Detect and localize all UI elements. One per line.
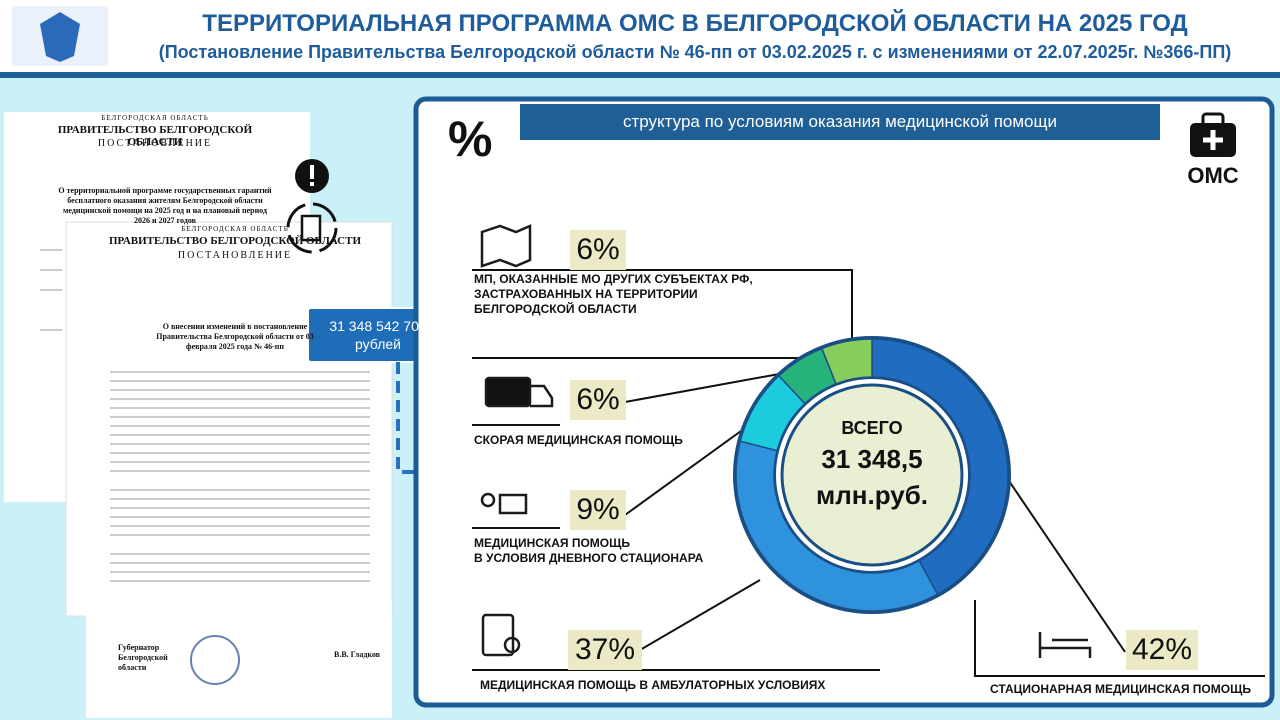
header-subtitle: (Постановление Правительства Белгородско… <box>158 42 1232 62</box>
category-label: МЕДИЦИНСКАЯ ПОМОЩЬ В АМБУЛАТОРНЫХ УСЛОВИ… <box>480 678 826 692</box>
document-2 <box>65 221 393 617</box>
connector-lines <box>472 269 1265 677</box>
medkit-cross <box>1203 130 1223 150</box>
category-label: МП, ОКАЗАННЫЕ МО ДРУГИХ СУБЪЕКТАХ РФ, ЗА… <box>474 272 753 316</box>
doc-title: О внесении изменений в постановление Пра… <box>156 322 314 351</box>
category-label: СТАЦИОНАРНАЯ МЕДИЦИНСКАЯ ПОМОЩЬ <box>990 682 1251 696</box>
chart-title: структура по условиям оказания медицинск… <box>623 112 1057 131</box>
donut-slice <box>820 338 873 385</box>
category-icons <box>480 224 1092 658</box>
header-title: ТЕРРИТОРИАЛЬНАЯ ПРОГРАММА ОМС В БЕЛГОРОД… <box>202 10 1188 37</box>
donut-center <box>780 383 964 567</box>
doc-signer: В.В. Гладков <box>333 650 381 659</box>
donut-slice <box>735 440 939 612</box>
stamp <box>190 635 240 685</box>
panel-title-band <box>520 104 1160 140</box>
badge: ОМС <box>1187 163 1239 188</box>
center-label: ВСЕГО <box>841 418 903 438</box>
category-label: СКОРАЯ МЕДИЦИНСКАЯ ПОМОЩЬ <box>474 433 683 447</box>
emblem-shield <box>40 12 80 62</box>
center-value: 31 348,5 <box>821 444 923 474</box>
percent-symbol: % <box>448 111 493 167</box>
header-bg <box>0 0 1280 72</box>
update-icon <box>286 202 338 254</box>
medkit-handle <box>1201 112 1225 128</box>
value-label: 37% <box>568 630 642 670</box>
warning-dot <box>310 182 314 186</box>
center-unit: млн.руб. <box>816 480 928 510</box>
doc-authority: ПРАВИТЕЛЬСТВО БЕЛГОРОДСКОЙ ОБЛАСТИ <box>108 235 362 247</box>
doc-authority: ПРАВИТЕЛЬСТВО БЕЛГОРОДСКОЙ ОБЛАСТИ <box>57 124 253 148</box>
donut-slice <box>871 338 1009 596</box>
value-label: 6% <box>570 230 626 270</box>
doc-region: БЕЛГОРОДСКАЯ ОБЛАСТЬ <box>101 114 209 122</box>
header-rule <box>0 72 1280 78</box>
value-label: 6% <box>570 380 626 420</box>
warning-mark <box>310 165 314 179</box>
update-doc <box>300 214 322 242</box>
category-label: МЕДИЦИНСКАЯ ПОМОЩЬ В УСЛОВИЯ ДНЕВНОГО СТ… <box>474 536 704 565</box>
doc-kind: ПОСТАНОВЛЕНИЕ <box>177 250 293 261</box>
document-text-lines <box>40 249 370 582</box>
callout-text: 31 348 542 700 рублей <box>329 318 427 352</box>
doc-kind: ПОСТАНОВЛЕНИЕ <box>97 138 213 149</box>
value-label: 42% <box>1126 630 1198 670</box>
value-label: 9% <box>570 490 626 530</box>
doc-title: О территориальной программе государствен… <box>58 186 272 225</box>
doc-signer-title: Губернатор Белгородской области <box>118 643 168 672</box>
doc-region: БЕЛГОРОДСКАЯ ОБЛАСТЬ <box>181 225 289 233</box>
